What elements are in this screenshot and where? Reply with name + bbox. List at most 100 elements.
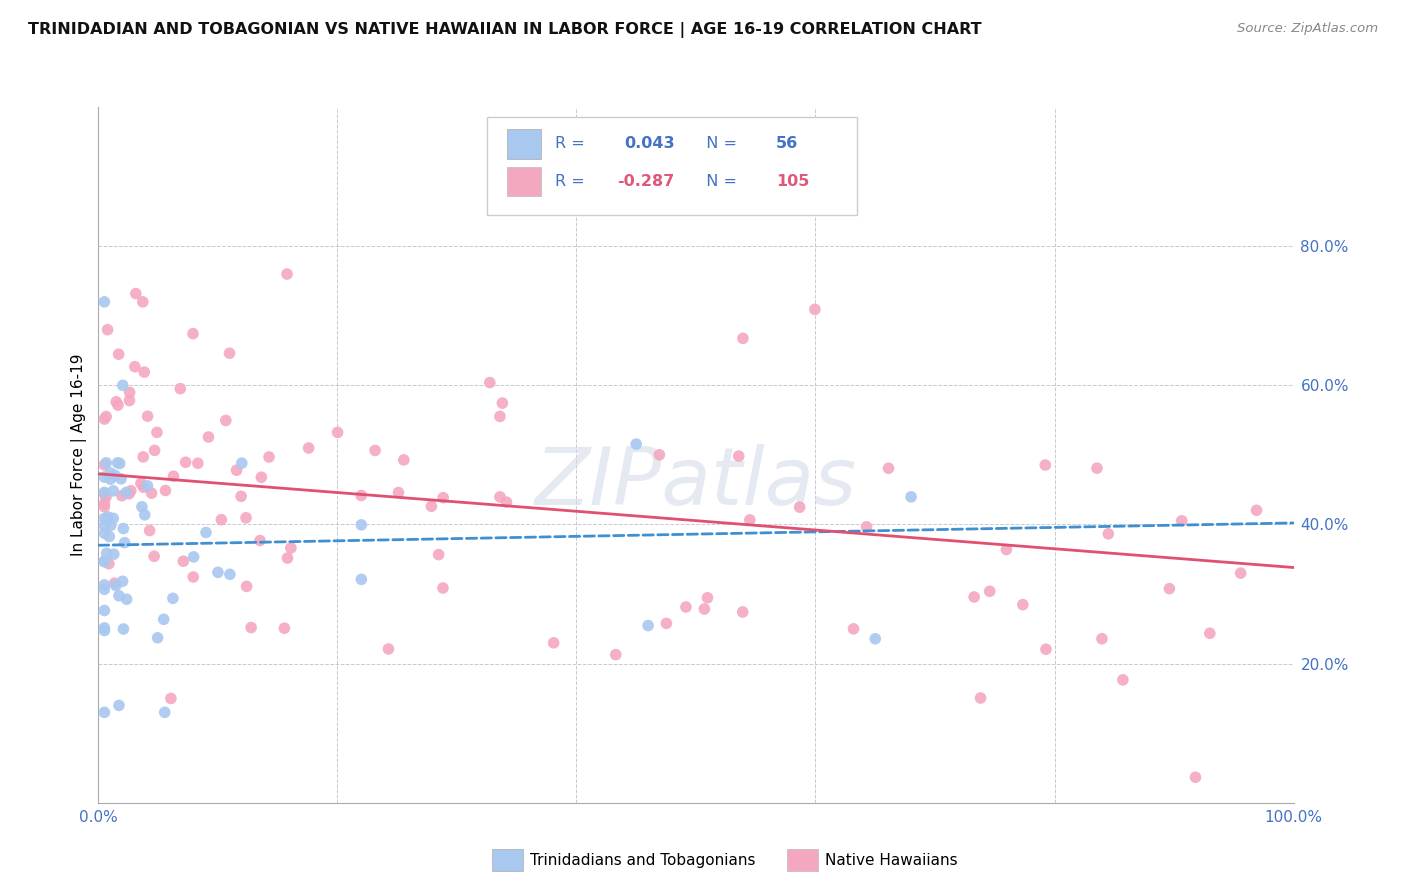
Point [160,691,183,706]
Point [420,500,443,514]
Point [495,495,517,509]
Point [143,443,166,458]
Point [153,706,176,720]
Point [96,546,118,560]
Point [93,624,115,638]
Point [648,448,671,462]
Point [104,468,127,483]
Point [877,461,900,475]
Point [93,554,115,568]
Point [900,490,922,504]
Point [326,425,349,440]
Point [93,621,115,635]
Point [491,396,513,410]
Point [1033,458,1056,472]
Point [93,526,115,541]
Point [235,510,257,524]
Point [108,457,131,471]
Point [104,576,127,591]
Point [146,631,169,645]
Point [1091,632,1114,646]
Point [350,517,373,532]
Point [215,413,238,427]
Point [637,618,659,632]
Point [1035,642,1057,657]
Point [115,592,138,607]
Point [98,466,121,480]
Point [225,463,247,477]
Point [115,485,138,500]
Point [93,555,115,569]
Point [231,456,253,470]
Point [364,443,387,458]
Text: Source: ZipAtlas.com: Source: ZipAtlas.com [1237,22,1378,36]
Point [969,691,991,706]
Point [1085,461,1108,475]
Point [132,480,155,494]
Point [280,541,302,555]
FancyBboxPatch shape [508,167,540,196]
Point [276,267,298,281]
Point [136,479,159,493]
Text: ZIPatlas: ZIPatlas [534,443,858,522]
Point [162,591,184,606]
Point [93,485,115,500]
Text: 105: 105 [776,174,810,189]
Point [152,612,174,626]
Point [118,393,141,408]
Point [218,346,240,360]
Point [257,450,280,464]
Point [111,489,134,503]
Point [727,449,749,463]
Point [432,491,454,505]
Point [350,573,373,587]
Point [1159,582,1181,596]
Point [842,622,865,636]
Point [118,385,141,400]
Point [1097,526,1119,541]
Point [132,294,155,309]
Text: -0.287: -0.287 [617,174,675,189]
Point [432,581,454,595]
Point [104,578,127,592]
Point [143,549,166,564]
Text: Native Hawaiians: Native Hawaiians [825,854,957,868]
Point [155,483,177,498]
Point [731,331,754,345]
Point [250,470,273,484]
Point [93,294,115,309]
Point [605,648,627,662]
Point [229,489,252,503]
Point [93,578,115,592]
Point [207,566,229,580]
Point [995,542,1018,557]
Point [1171,514,1194,528]
Point [489,490,512,504]
Point [377,642,399,657]
Point [125,286,148,301]
Point [103,547,125,561]
Point [105,394,128,409]
Point [478,376,501,390]
Point [129,476,152,491]
Point [738,513,761,527]
Point [696,591,718,605]
Point [93,706,115,720]
Point [1184,770,1206,784]
Point [94,490,117,504]
FancyBboxPatch shape [508,129,540,159]
Point [392,453,415,467]
Point [1198,626,1220,640]
Point [187,456,209,470]
Point [1112,673,1135,687]
Point [96,456,118,470]
Point [350,489,373,503]
Text: Trinidadians and Tobagonians: Trinidadians and Tobagonians [530,854,755,868]
Point [162,469,184,483]
Point [132,450,155,464]
Point [111,378,134,392]
Point [107,347,129,361]
Point [1011,598,1033,612]
Point [804,302,827,317]
Point [100,518,122,533]
